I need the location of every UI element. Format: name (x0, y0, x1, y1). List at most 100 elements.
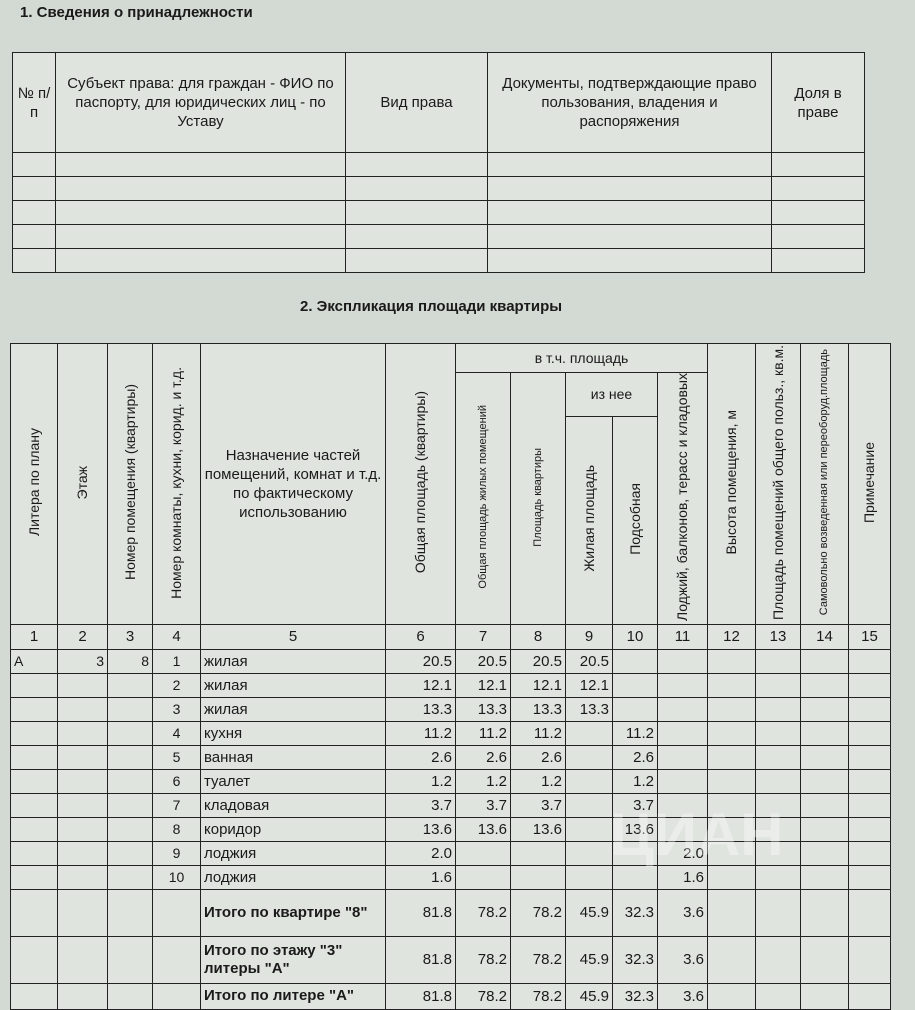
cell-col-1 (10, 720, 58, 746)
cell-col-15 (848, 672, 891, 698)
cell-col-13 (755, 864, 801, 890)
cell-col-3 (107, 864, 153, 890)
total-label: Итого по квартире "8" (200, 888, 386, 937)
cell-col-11: 1.6 (657, 864, 708, 890)
table-row: 8 коридор 13.6 13.6 13.6 13.6 (10, 816, 891, 842)
header-documents: Документы, подтверждающие право пользова… (487, 52, 772, 153)
cell-col-6: 1.6 (385, 864, 456, 890)
ownership-cell (487, 152, 772, 177)
total-value: 78.2 (510, 888, 566, 937)
total-value: 78.2 (455, 888, 511, 937)
cell-col-10 (612, 672, 658, 698)
cell-col-13 (755, 768, 801, 794)
total-value: 78.2 (455, 982, 511, 1010)
cell-col-9 (565, 768, 613, 794)
header-subject: Субъект права: для граждан - ФИО по пасп… (55, 52, 346, 153)
cell-col-2 (57, 696, 108, 722)
cell-col-4: 1 (152, 648, 201, 674)
cell-col-5: жилая (200, 672, 386, 698)
ownership-cell (487, 176, 772, 201)
cell-col-4: 8 (152, 816, 201, 842)
ownership-cell (12, 176, 56, 201)
section2-title: 2. Экспликация площади квартиры (300, 298, 563, 315)
empty-cell (848, 888, 891, 937)
ownership-cell (12, 152, 56, 177)
cell-col-14 (800, 720, 849, 746)
cell-col-9 (565, 744, 613, 770)
table-row: 3 жилая 13.3 13.3 13.3 13.3 (10, 696, 891, 722)
cell-col-7 (455, 864, 511, 890)
header-group: в т.ч. площадь (455, 343, 708, 373)
cell-col-15 (848, 768, 891, 794)
empty-cell (10, 982, 58, 1010)
cell-col-6: 2.6 (385, 744, 456, 770)
cell-col-6: 12.1 (385, 672, 456, 698)
cell-col-11 (657, 696, 708, 722)
empty-cell (57, 888, 108, 937)
empty-cell (707, 888, 756, 937)
header-right-type: Вид права (345, 52, 488, 153)
cell-col-10: 1.2 (612, 768, 658, 794)
table-row: 9 лоджия 2.0 2.0 (10, 840, 891, 866)
cell-col-5: жилая (200, 696, 386, 722)
header-number: № п/п (12, 52, 56, 153)
cell-col-11 (657, 672, 708, 698)
cell-col-8: 12.1 (510, 672, 566, 698)
column-number: 12 (707, 623, 756, 650)
cell-col-6: 11.2 (385, 720, 456, 746)
cell-col-13 (755, 720, 801, 746)
ownership-cell (487, 224, 772, 249)
ownership-row (12, 176, 865, 201)
cell-col-15 (848, 816, 891, 842)
empty-cell (707, 982, 756, 1010)
empty-cell (107, 888, 153, 937)
empty-cell (107, 982, 153, 1010)
cell-col-14 (800, 672, 849, 698)
cell-col-6: 13.3 (385, 696, 456, 722)
header-share: Доля в праве (771, 52, 865, 153)
cell-col-13 (755, 744, 801, 770)
ownership-row (12, 152, 865, 177)
total-value: 3.6 (657, 982, 708, 1010)
empty-cell (800, 982, 849, 1010)
cell-col-8 (510, 840, 566, 866)
cell-col-7: 3.7 (455, 792, 511, 818)
cell-col-14 (800, 816, 849, 842)
cell-col-4: 5 (152, 744, 201, 770)
header-row-2: Общая площадь жилых помещений Площадь кв… (11, 372, 891, 625)
cell-col-2 (57, 768, 108, 794)
header-c11: Лоджий, балконов, терасс и кладовых (674, 373, 690, 621)
ownership-cell (345, 176, 488, 201)
ownership-cell (345, 224, 488, 249)
cell-col-6: 20.5 (385, 648, 456, 674)
cell-col-10 (612, 840, 658, 866)
cell-col-9 (565, 792, 613, 818)
cell-col-3 (107, 744, 153, 770)
cell-col-4: 9 (152, 840, 201, 866)
cell-col-1 (10, 816, 58, 842)
header-c14: Самовольно возведенная или переоборуд.пл… (818, 349, 830, 616)
column-number: 7 (455, 623, 511, 650)
cell-col-15 (848, 744, 891, 770)
column-number: 14 (800, 623, 849, 650)
cell-col-2 (57, 720, 108, 746)
column-number: 10 (612, 623, 658, 650)
header-subgroup: из нее (565, 372, 658, 417)
header-c13: Площадь помещений общего польз., кв.м. (769, 344, 786, 620)
cell-col-2 (57, 840, 108, 866)
total-value: 81.8 (385, 982, 456, 1010)
cell-col-3 (107, 720, 153, 746)
cell-col-13 (755, 840, 801, 866)
ownership-row (12, 248, 865, 273)
total-value: 45.9 (565, 888, 613, 937)
cell-col-8: 20.5 (510, 648, 566, 674)
cell-col-11 (657, 816, 708, 842)
cell-col-5: кладовая (200, 792, 386, 818)
cell-col-9: 13.3 (565, 696, 613, 722)
cell-col-9 (565, 720, 613, 746)
cell-col-11 (657, 744, 708, 770)
cell-col-5: туалет (200, 768, 386, 794)
ownership-cell (771, 152, 865, 177)
cell-col-2: 3 (57, 648, 108, 674)
cell-col-4: 10 (152, 864, 201, 890)
